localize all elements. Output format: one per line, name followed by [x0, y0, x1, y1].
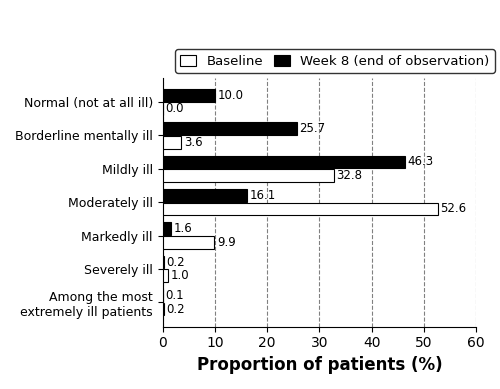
Text: 32.8: 32.8 [336, 169, 362, 182]
Bar [162, 269, 168, 282]
Bar [162, 189, 246, 202]
Bar [162, 136, 182, 149]
Bar [162, 303, 164, 315]
Bar [162, 169, 334, 182]
Legend: Baseline, Week 8 (end of observation): Baseline, Week 8 (end of observation) [175, 49, 495, 73]
X-axis label: Proportion of patients (%): Proportion of patients (%) [196, 356, 442, 374]
Text: 52.6: 52.6 [440, 203, 466, 216]
Bar [162, 223, 171, 235]
Bar [162, 122, 297, 135]
Text: 0.2: 0.2 [166, 256, 185, 268]
Bar [162, 236, 214, 249]
Text: 1.6: 1.6 [174, 222, 193, 235]
Text: 1.0: 1.0 [170, 269, 189, 282]
Bar [162, 203, 438, 216]
Text: 0.0: 0.0 [165, 102, 184, 116]
Bar [162, 289, 163, 302]
Text: 0.1: 0.1 [166, 289, 184, 302]
Text: 46.3: 46.3 [407, 156, 434, 168]
Text: 0.2: 0.2 [166, 303, 185, 315]
Bar [162, 256, 164, 268]
Bar [162, 89, 215, 102]
Text: 10.0: 10.0 [218, 89, 244, 102]
Text: 3.6: 3.6 [184, 136, 203, 149]
Text: 25.7: 25.7 [300, 122, 326, 135]
Bar [162, 156, 404, 168]
Text: 9.9: 9.9 [217, 236, 236, 249]
Text: 16.1: 16.1 [250, 189, 276, 202]
